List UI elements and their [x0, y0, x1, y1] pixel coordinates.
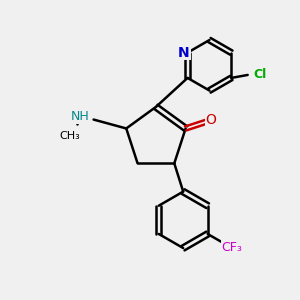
Text: NH: NH — [71, 110, 90, 123]
Text: Cl: Cl — [253, 68, 266, 82]
Text: CH₃: CH₃ — [59, 131, 80, 141]
Text: N: N — [178, 46, 190, 60]
Text: O: O — [206, 113, 217, 127]
Text: CF₃: CF₃ — [222, 241, 242, 254]
